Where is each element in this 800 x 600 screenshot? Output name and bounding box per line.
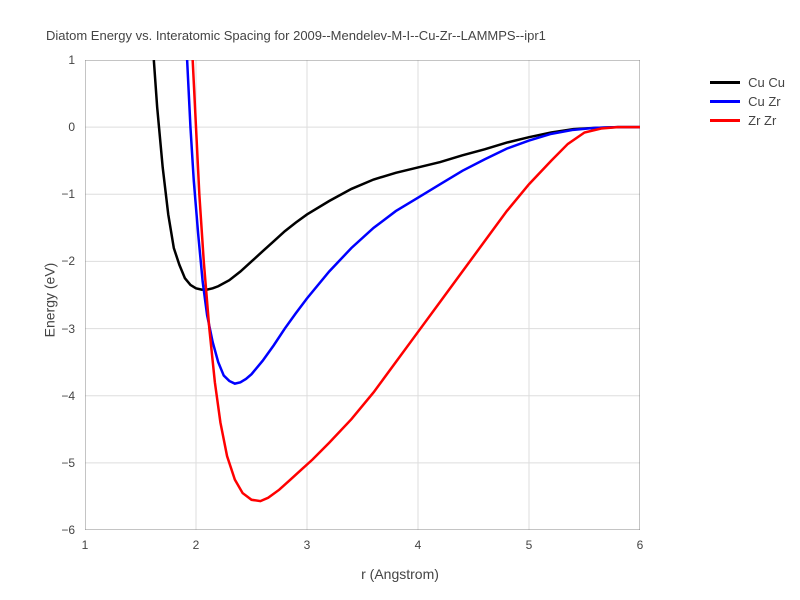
x-tick-label: 5 [526, 538, 533, 552]
legend-swatch [710, 81, 740, 84]
legend: Cu Cu Cu Zr Zr Zr [710, 75, 785, 132]
legend-label: Cu Zr [748, 94, 781, 109]
series-line [187, 60, 640, 384]
x-tick-label: 6 [637, 538, 644, 552]
chart-title: Diatom Energy vs. Interatomic Spacing fo… [46, 28, 546, 43]
x-axis-label: r (Angstrom) [361, 566, 439, 582]
y-tick-label: −4 [61, 389, 75, 403]
x-tick-label: 2 [193, 538, 200, 552]
y-tick-label: 1 [68, 53, 75, 67]
series-line [193, 60, 640, 501]
series-line [154, 60, 640, 290]
x-tick-label: 1 [82, 538, 89, 552]
legend-label: Cu Cu [748, 75, 785, 90]
legend-item: Cu Cu [710, 75, 785, 90]
y-axis-label: Energy (eV) [41, 263, 57, 338]
legend-swatch [710, 119, 740, 122]
y-tick-label: −5 [61, 456, 75, 470]
chart-container: Diatom Energy vs. Interatomic Spacing fo… [0, 0, 800, 600]
y-tick-label: −1 [61, 187, 75, 201]
legend-swatch [710, 100, 740, 103]
legend-item: Cu Zr [710, 94, 785, 109]
y-tick-label: −6 [61, 523, 75, 537]
legend-label: Zr Zr [748, 113, 776, 128]
x-tick-label: 4 [415, 538, 422, 552]
legend-item: Zr Zr [710, 113, 785, 128]
plot-svg [85, 60, 640, 530]
y-tick-label: −3 [61, 322, 75, 336]
y-tick-label: −2 [61, 254, 75, 268]
y-tick-label: 0 [68, 120, 75, 134]
x-tick-label: 3 [304, 538, 311, 552]
